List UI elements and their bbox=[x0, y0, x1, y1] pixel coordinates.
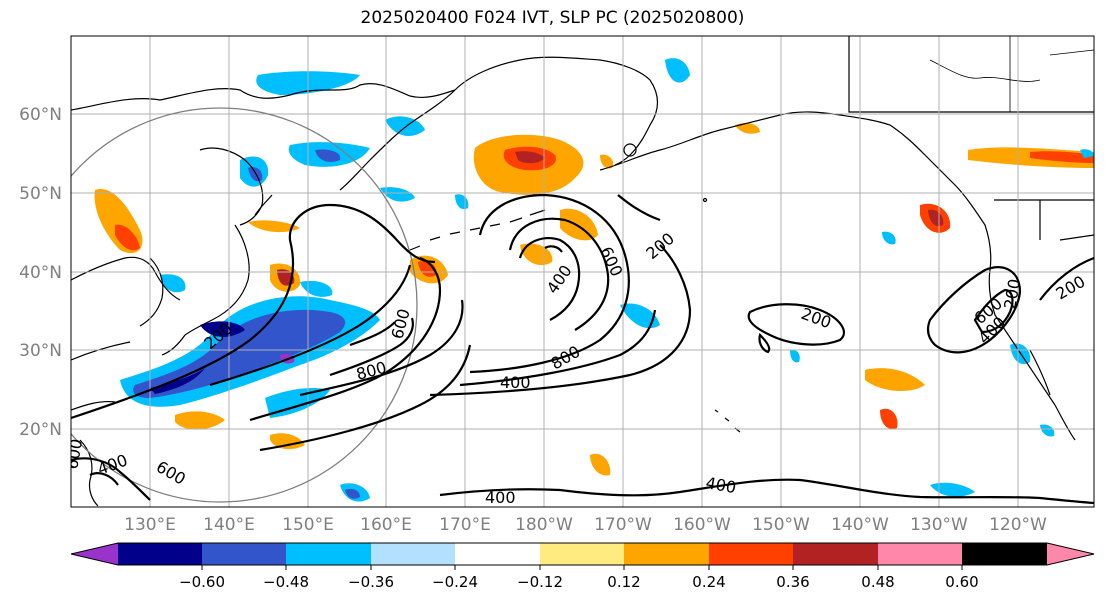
lon-label: 150°E bbox=[282, 515, 334, 535]
lat-label: 40°N bbox=[19, 263, 62, 283]
slp-contours bbox=[71, 193, 1094, 505]
lon-label: 140°E bbox=[203, 515, 255, 535]
lon-label: 140°W bbox=[831, 515, 889, 535]
contour-label: 400 bbox=[500, 373, 531, 392]
colorbar-segment bbox=[878, 543, 962, 565]
colorbar-tick: 0.36 bbox=[776, 573, 809, 591]
lon-label: 180°W bbox=[515, 515, 573, 535]
lon-labels: 130°E 140°E 150°E 160°E 170°E 180°W 170°… bbox=[124, 515, 1047, 535]
colorbar-tick: −0.48 bbox=[263, 573, 309, 591]
lon-label: 130°E bbox=[124, 515, 176, 535]
lat-labels: 60°N 50°N 40°N 30°N 20°N bbox=[19, 105, 62, 440]
colorbar-segment bbox=[962, 543, 1047, 565]
lon-label: 170°W bbox=[594, 515, 652, 535]
lat-label: 30°N bbox=[19, 341, 62, 361]
colorbar-tick: −0.24 bbox=[432, 573, 478, 591]
lon-label: 160°W bbox=[673, 515, 731, 535]
colorbar-segment bbox=[118, 543, 202, 565]
lat-label: 20°N bbox=[19, 420, 62, 440]
colorbar: −0.60 −0.48 −0.36 −0.24 −0.12 0.12 0.24 … bbox=[70, 542, 1095, 591]
map-frame bbox=[70, 35, 1095, 508]
lon-label: 160°E bbox=[360, 515, 412, 535]
lat-label: 60°N bbox=[19, 105, 62, 125]
lon-label: 170°E bbox=[439, 515, 491, 535]
lat-label: 50°N bbox=[19, 184, 62, 204]
colorbar-segment bbox=[624, 543, 709, 565]
colorbar-tick: 0.60 bbox=[945, 573, 978, 591]
colorbar-segment bbox=[455, 543, 540, 565]
graticule bbox=[71, 36, 1094, 507]
colorbar-over bbox=[1047, 543, 1094, 565]
colorbar-segment bbox=[286, 543, 371, 565]
colorbar-tick: 0.24 bbox=[692, 573, 725, 591]
colorbar-segment bbox=[793, 543, 878, 565]
colorbar-outline bbox=[70, 542, 1095, 566]
colorbar-segment bbox=[202, 543, 286, 565]
great-circle bbox=[71, 107, 418, 503]
colorbar-tick: −0.36 bbox=[348, 573, 394, 591]
map-title: 2025020400 F024 IVT, SLP PC (2025020800) bbox=[360, 8, 745, 28]
lon-label: 130°W bbox=[910, 515, 968, 535]
colorbar-tick: −0.12 bbox=[517, 573, 563, 591]
colorbar-tick: 0.48 bbox=[861, 573, 894, 591]
lon-label: 150°W bbox=[752, 515, 810, 535]
colorbar-tick: −0.60 bbox=[179, 573, 225, 591]
colorbar-tick: 0.12 bbox=[607, 573, 640, 591]
colorbar-segment bbox=[540, 543, 624, 565]
colorbar-under bbox=[71, 543, 118, 565]
lon-label: 120°W bbox=[989, 515, 1047, 535]
contour-label: 400 bbox=[485, 488, 516, 507]
coastlines bbox=[71, 36, 1094, 507]
colorbar-segment bbox=[371, 543, 455, 565]
colorbar-segment bbox=[709, 543, 793, 565]
